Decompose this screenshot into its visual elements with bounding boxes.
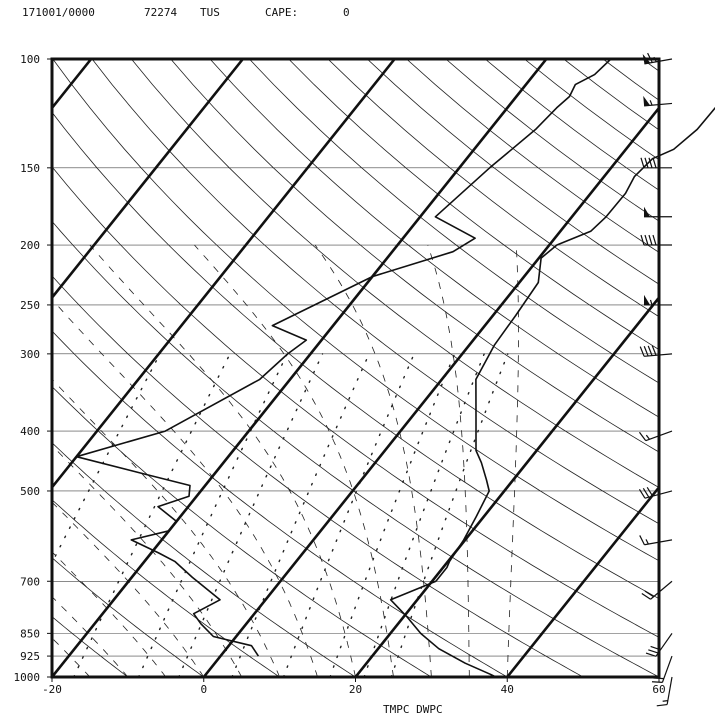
wind-barb: [652, 656, 672, 682]
barb-flag: [639, 432, 645, 440]
mixing-ratio-line: [179, 354, 323, 677]
isotherm-line: [0, 59, 91, 677]
barb-flag: [653, 158, 656, 168]
barb-half-flag: [646, 539, 648, 544]
isotherm-line: [507, 59, 715, 677]
barb-flag: [657, 705, 667, 706]
header-datetime: 171001/0000: [22, 6, 95, 19]
barb-staff: [651, 581, 672, 599]
barb-flag: [644, 346, 648, 356]
dry-adiabat: [289, 59, 715, 677]
x-tick-label: 60: [652, 683, 665, 696]
dry-adiabat: [131, 59, 715, 677]
wind-barb: [640, 346, 672, 357]
x-tick-label: -20: [42, 683, 62, 696]
header-cape-value: 0: [343, 6, 350, 19]
dry-adiabat: [210, 59, 715, 677]
header-station-id: 72274: [144, 6, 177, 19]
mixing-ratio-line: [330, 354, 455, 677]
wind-barb: [639, 431, 672, 441]
y-tick-label: 150: [20, 162, 40, 175]
temperature-profile-line: [391, 59, 715, 677]
y-tick-label: 300: [20, 348, 40, 361]
barb-flag: [641, 235, 644, 245]
dry-adiabat: [367, 59, 715, 677]
wind-barb: [640, 535, 672, 544]
y-tick-label: 100: [20, 53, 40, 66]
y-tick-label: 850: [20, 627, 40, 640]
x-tick-label: 20: [349, 683, 362, 696]
header-station: TUS: [200, 6, 220, 19]
dry-adiabat: [485, 59, 715, 677]
barb-flag: [641, 158, 644, 168]
x-tick-label: 0: [200, 683, 207, 696]
mixing-ratio-line: [139, 354, 288, 677]
barb-flag: [649, 235, 652, 245]
y-tick-label: 250: [20, 299, 40, 312]
isotherm-line: [356, 59, 715, 677]
barb-pennant: [643, 96, 650, 106]
y-tick-label: 700: [20, 575, 40, 588]
barb-pennant: [644, 295, 650, 305]
moist-adiabat: [507, 245, 518, 677]
isotherm-line: [52, 59, 546, 677]
x-axis-label: TMPC DWPC: [383, 703, 443, 716]
barb-half-flag: [663, 701, 668, 702]
barb-half-flag: [650, 100, 652, 105]
dry-adiabat: [524, 59, 715, 677]
isotherm-line: [204, 59, 698, 677]
wind-barb: [642, 581, 672, 599]
y-tick-label: 400: [20, 425, 40, 438]
dry-adiabat: [0, 59, 431, 677]
y-tick-label: 925: [20, 650, 40, 663]
y-tick-label: 200: [20, 239, 40, 252]
barb-flag: [652, 682, 662, 683]
header-cape-label: CAPE:: [265, 6, 298, 19]
dry-adiabat: [92, 59, 715, 677]
x-tick-label: 40: [501, 683, 514, 696]
mixing-ratio-line: [391, 354, 508, 677]
barb-flag: [653, 235, 656, 245]
grid-layer: [0, 59, 715, 677]
barb-staff: [667, 677, 672, 705]
dry-adiabat: [14, 59, 715, 677]
barb-flag: [640, 535, 645, 544]
dry-adiabat: [0, 59, 280, 677]
barb-flag: [640, 347, 644, 357]
barb-flag: [653, 678, 663, 679]
barb-pennant: [644, 207, 650, 217]
y-tick-label: 1000: [14, 671, 41, 684]
y-tick-label: 500: [20, 485, 40, 498]
dry-adiabat: [642, 59, 715, 677]
dry-adiabat: [328, 59, 715, 677]
barb-half-flag: [646, 435, 649, 439]
moist-adiabat: [428, 245, 470, 677]
moist-adiabat: [0, 245, 90, 677]
moist-adiabat: [90, 245, 356, 677]
barb-half-flag: [651, 300, 653, 305]
barb-flag: [648, 650, 658, 653]
dry-adiabat: [564, 59, 715, 677]
barb-staff: [662, 656, 672, 682]
